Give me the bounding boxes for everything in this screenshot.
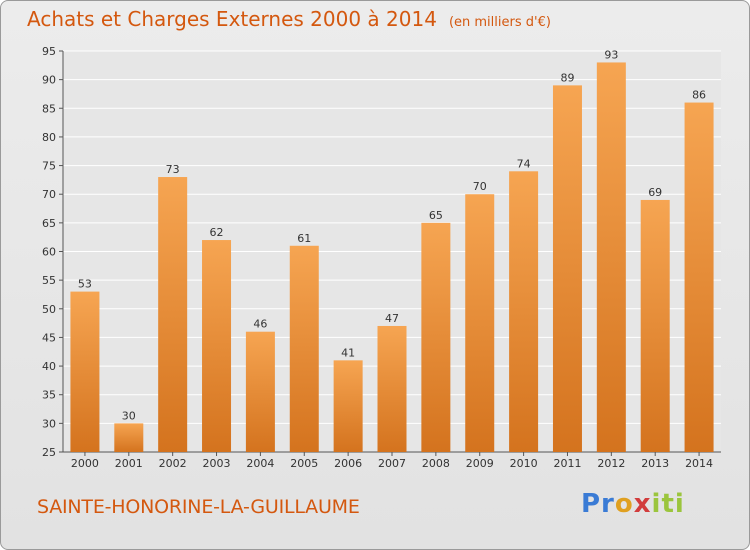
bar-2010: [509, 171, 539, 453]
y-tick-label: 70: [42, 188, 56, 201]
chart-title: Achats et Charges Externes 2000 à 2014: [27, 7, 437, 31]
x-tick-label-2011: 2011: [553, 457, 581, 470]
y-tick-label: 85: [42, 102, 56, 115]
x-tick-label-2008: 2008: [422, 457, 450, 470]
bar-2006: [333, 360, 363, 452]
x-tick-label-2003: 2003: [203, 457, 231, 470]
data-label-2012: 93: [604, 48, 618, 61]
data-label-2009: 70: [473, 180, 487, 193]
x-tick-label-2014: 2014: [685, 457, 713, 470]
chart-unit: (en milliers d'€): [448, 15, 551, 30]
bar-2009: [465, 194, 495, 452]
y-tick-label: 80: [42, 131, 56, 144]
data-label-2004: 46: [253, 318, 267, 331]
y-tick-label: 35: [42, 389, 56, 402]
bar-2000: [70, 291, 100, 452]
x-tick-label-2013: 2013: [641, 457, 669, 470]
y-tick-label: 25: [42, 446, 56, 459]
bar-2002: [158, 177, 188, 452]
x-tick-label-2001: 2001: [115, 457, 143, 470]
bar-2014: [684, 102, 714, 453]
bar-2004: [245, 331, 275, 452]
chart-title-block: Achats et Charges Externes 2000 à 2014 (e…: [27, 7, 551, 31]
bar-2012: [596, 62, 626, 452]
x-tick-label-2005: 2005: [290, 457, 318, 470]
y-tick-label: 45: [42, 331, 56, 344]
data-label-2011: 89: [560, 71, 574, 84]
bar-2005: [289, 245, 319, 452]
x-tick-label-2000: 2000: [71, 457, 99, 470]
bar-2007: [377, 325, 407, 452]
y-tick-label: 75: [42, 160, 56, 173]
data-label-2007: 47: [385, 312, 399, 325]
data-label-2001: 30: [122, 409, 136, 422]
data-label-2008: 65: [429, 209, 443, 222]
x-tick-label-2010: 2010: [510, 457, 538, 470]
bar-2003: [202, 240, 232, 452]
y-tick-label: 60: [42, 246, 56, 259]
y-tick-label: 90: [42, 74, 56, 87]
data-label-2006: 41: [341, 346, 355, 359]
proxiti-logo: Proxiti: [581, 489, 685, 519]
data-label-2014: 86: [692, 89, 706, 102]
data-label-2000: 53: [78, 278, 92, 291]
bar-2001: [114, 423, 144, 452]
x-tick-label-2012: 2012: [597, 457, 625, 470]
data-label-2005: 61: [297, 232, 311, 245]
commune-name: SAINTE-HONORINE-LA-GUILLAUME: [37, 496, 360, 518]
y-tick-label: 95: [42, 45, 56, 58]
y-tick-label: 40: [42, 360, 56, 373]
bar-2013: [640, 199, 670, 452]
y-tick-label: 65: [42, 217, 56, 230]
x-tick-label-2004: 2004: [246, 457, 274, 470]
data-label-2010: 74: [517, 157, 531, 170]
y-tick-label: 50: [42, 303, 56, 316]
data-label-2013: 69: [648, 186, 662, 199]
x-tick-label-2002: 2002: [159, 457, 187, 470]
y-tick-label: 55: [42, 274, 56, 287]
x-tick-label-2007: 2007: [378, 457, 406, 470]
x-tick-label-2006: 2006: [334, 457, 362, 470]
bar-2008: [421, 222, 451, 452]
data-label-2002: 73: [166, 163, 180, 176]
data-label-2003: 62: [210, 226, 224, 239]
bar-2011: [552, 85, 582, 452]
y-tick-label: 30: [42, 417, 56, 430]
x-tick-label-2009: 2009: [466, 457, 494, 470]
